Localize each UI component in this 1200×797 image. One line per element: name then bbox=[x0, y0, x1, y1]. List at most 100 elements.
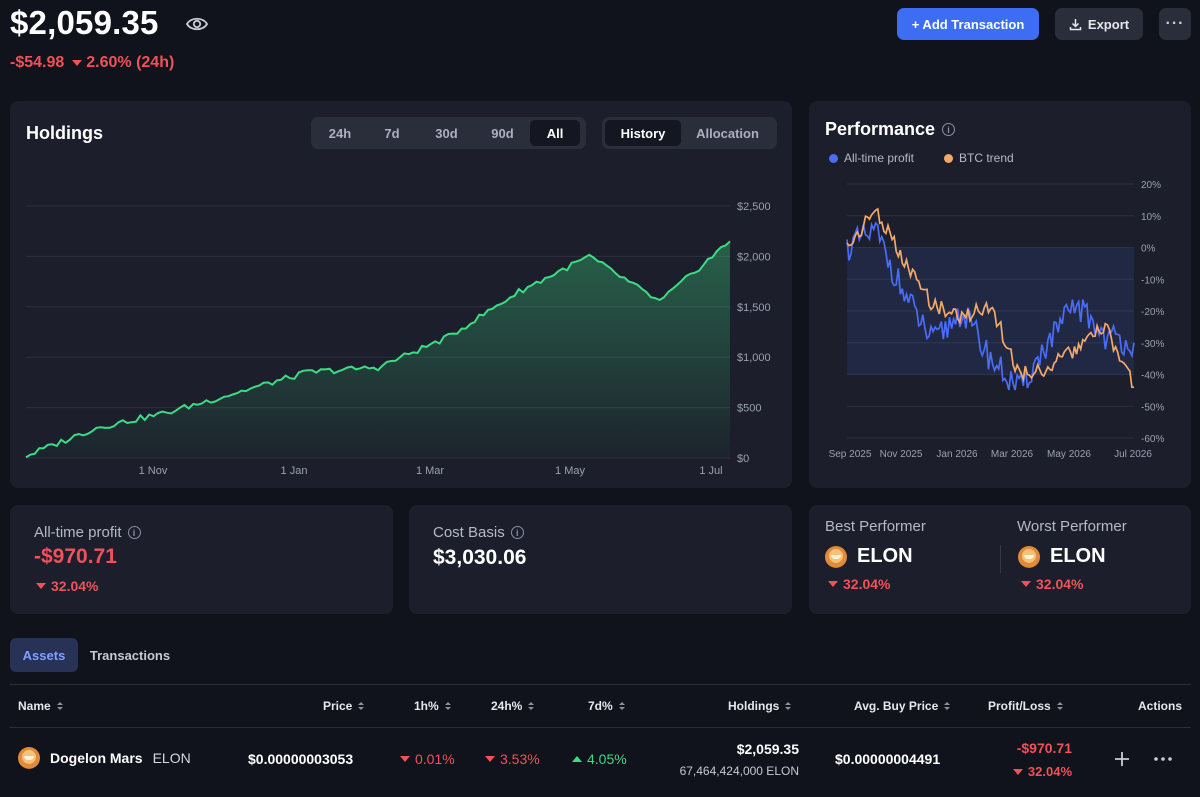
eye-icon[interactable] bbox=[185, 14, 209, 34]
range-90d[interactable]: 90d bbox=[491, 125, 514, 141]
asset-profit-loss-value: -$970.71 bbox=[1016, 740, 1072, 756]
x-tick-label: Jan 2026 bbox=[936, 449, 978, 460]
col-header-holdings[interactable]: Holdings bbox=[728, 699, 792, 713]
add-icon[interactable] bbox=[1114, 751, 1130, 767]
range-7d[interactable]: 7d bbox=[384, 125, 400, 141]
alltime-profit-line bbox=[846, 221, 1135, 391]
down-arrow-icon bbox=[400, 756, 410, 762]
legend-btc-label: BTC trend bbox=[959, 151, 1014, 165]
view-allocation[interactable]: Allocation bbox=[696, 125, 759, 141]
asset-holdings-amount: 67,464,424,000 ELON bbox=[679, 764, 799, 778]
best-performer-asset[interactable]: ELON bbox=[825, 545, 913, 568]
col-header-7d[interactable]: 7d% bbox=[588, 699, 625, 713]
col-header-name[interactable]: Name bbox=[18, 699, 63, 713]
info-icon[interactable]: i bbox=[127, 526, 141, 539]
asset-change-24h: 3.53% bbox=[485, 751, 540, 767]
x-tick-label: 1 Jul bbox=[699, 465, 722, 477]
view-selector: History Allocation bbox=[602, 117, 777, 149]
range-30d[interactable]: 30d bbox=[435, 125, 458, 141]
up-arrow-icon bbox=[572, 756, 582, 762]
best-performer-title: Best Performer bbox=[825, 518, 926, 535]
y-tick-label: -40% bbox=[1141, 371, 1164, 382]
view-history[interactable]: History bbox=[605, 120, 681, 146]
alltime-profit-title-row: All-time profit i bbox=[34, 524, 141, 541]
export-button[interactable]: Export bbox=[1055, 8, 1143, 40]
worst-performer-title: Worst Performer bbox=[1017, 518, 1127, 535]
holdings-title: Holdings bbox=[26, 123, 103, 143]
col-header-avg-buy[interactable]: Avg. Buy Price bbox=[854, 699, 951, 713]
y-tick-label: $2,500 bbox=[737, 201, 771, 213]
range-all[interactable]: All bbox=[530, 120, 580, 146]
holdings-area bbox=[26, 241, 730, 458]
asset-holdings-value: $2,059.35 bbox=[736, 741, 799, 757]
asset-profit-loss-pct: 32.04% bbox=[972, 764, 1072, 779]
asset-change-1h: 0.01% bbox=[400, 751, 455, 767]
down-arrow-icon bbox=[828, 581, 838, 587]
legend-alltime-label: All-time profit bbox=[844, 151, 915, 165]
y-tick-label: $0 bbox=[737, 453, 749, 465]
info-icon[interactable]: i bbox=[510, 526, 524, 539]
info-icon[interactable]: i bbox=[942, 123, 956, 136]
asset-change-1h-value: 0.01% bbox=[415, 751, 455, 767]
col-header-1h[interactable]: 1h% bbox=[414, 699, 451, 713]
col-header-24h[interactable]: 24h% bbox=[491, 699, 535, 713]
y-tick-label: $1,000 bbox=[737, 352, 771, 364]
sort-icon bbox=[944, 702, 951, 710]
performance-title: Performance bbox=[825, 119, 936, 139]
asset-change-24h-value: 3.53% bbox=[500, 751, 540, 767]
down-arrow-icon bbox=[36, 583, 46, 589]
x-tick-label: Mar 2026 bbox=[991, 449, 1034, 460]
performance-card: Performance i All-time profit BTC trend … bbox=[809, 101, 1191, 488]
y-tick-label: -60% bbox=[1141, 434, 1164, 445]
cost-basis-value: $3,030.06 bbox=[433, 546, 527, 569]
more-horizontal-icon[interactable] bbox=[1153, 753, 1173, 765]
dogelon-coin-icon bbox=[825, 545, 847, 568]
alltime-profit-card: All-time profit i -$970.71 32.04% bbox=[10, 505, 393, 614]
y-tick-label: 20% bbox=[1141, 180, 1161, 191]
col-header-24h-label: 24h% bbox=[491, 699, 523, 713]
down-arrow-icon bbox=[485, 756, 495, 762]
asset-change-7d: 4.05% bbox=[572, 751, 627, 767]
asset-change-7d-value: 4.05% bbox=[587, 751, 627, 767]
worst-performer-asset[interactable]: ELON bbox=[1018, 545, 1106, 568]
dogelon-coin-icon bbox=[18, 747, 40, 769]
y-tick-label: 10% bbox=[1141, 212, 1161, 223]
y-tick-label: -50% bbox=[1141, 402, 1164, 413]
change-percent: 2.60% (24h) bbox=[86, 54, 175, 71]
col-header-profit-loss-label: Profit/Loss bbox=[988, 699, 1051, 713]
dogelon-coin-icon bbox=[1018, 545, 1040, 568]
col-header-7d-label: 7d% bbox=[588, 699, 613, 713]
performance-title-row: Performance i bbox=[825, 119, 956, 140]
range-24h[interactable]: 24h bbox=[328, 125, 352, 141]
down-arrow-icon bbox=[72, 60, 83, 66]
holdings-card: Holdings 24h 7d 30d 90d All History Allo… bbox=[10, 101, 792, 488]
y-tick-label: -20% bbox=[1141, 307, 1164, 318]
legend-btc: BTC trend bbox=[944, 151, 1014, 165]
down-arrow-icon bbox=[1012, 768, 1023, 775]
y-tick-label: -10% bbox=[1141, 275, 1164, 286]
col-header-name-label: Name bbox=[18, 699, 51, 713]
tab-transactions[interactable]: Transactions bbox=[89, 647, 171, 663]
more-options-button[interactable]: ··· bbox=[1159, 8, 1191, 40]
table-row-asset[interactable]: Dogelon Mars ELON bbox=[18, 747, 191, 769]
x-tick-label: Nov 2025 bbox=[880, 449, 923, 460]
asset-name: Dogelon Mars bbox=[50, 750, 143, 766]
best-performer-pct: 32.04% bbox=[843, 576, 891, 592]
best-performer-pct-row: 32.04% bbox=[828, 576, 890, 592]
blue-dot-icon bbox=[829, 153, 838, 163]
performers-card: Best Performer ELON 32.04% Worst Perform… bbox=[809, 505, 1191, 614]
holdings-chart: $0 $500 $1,000 $1,500 $2,000 $2,500 1 Nov 1 Jan… bbox=[25, 201, 771, 477]
col-header-price[interactable]: Price bbox=[323, 699, 365, 713]
col-header-actions: Actions bbox=[1138, 699, 1183, 713]
alltime-profit-pct-row: 32.04% bbox=[36, 578, 98, 594]
add-transaction-button[interactable]: + Add Transaction bbox=[897, 8, 1039, 40]
y-tick-label: $2,000 bbox=[737, 251, 771, 263]
asset-avg-buy-price: $0.00000004491 bbox=[835, 751, 941, 767]
tab-assets[interactable]: Assets bbox=[10, 638, 78, 672]
down-arrow-icon bbox=[1021, 581, 1031, 587]
table-top-divider bbox=[10, 684, 1191, 685]
change-percent-group: 2.60% (24h) bbox=[72, 54, 174, 72]
export-label: Export bbox=[1087, 16, 1130, 32]
col-header-profit-loss[interactable]: Profit/Loss bbox=[988, 699, 1063, 713]
legend-alltime: All-time profit bbox=[829, 151, 914, 165]
